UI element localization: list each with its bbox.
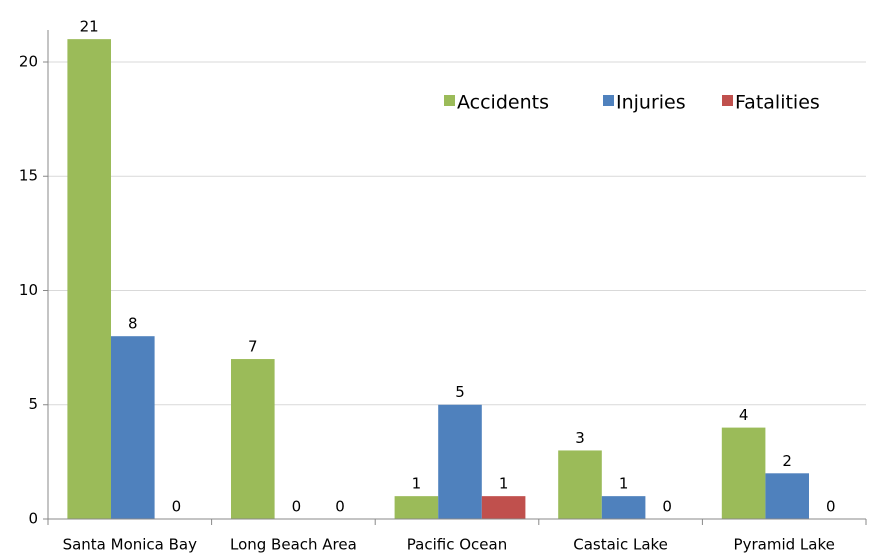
x-tick-label: Castaic Lake <box>573 536 668 554</box>
bar <box>67 39 111 519</box>
value-label: 7 <box>248 338 258 356</box>
bar <box>721 427 766 519</box>
value-label: 2 <box>782 452 792 470</box>
y-tick-label: 15 <box>19 167 38 185</box>
bar <box>481 496 526 519</box>
bar <box>394 496 439 519</box>
bar <box>558 450 602 519</box>
legend-label: Accidents <box>457 92 549 114</box>
x-tick-label: Pacific Ocean <box>407 536 507 554</box>
value-label: 3 <box>575 429 585 447</box>
bar <box>111 336 155 519</box>
value-label: 0 <box>292 498 302 516</box>
legend-label: Fatalities <box>735 92 820 114</box>
value-label: 1 <box>499 475 509 493</box>
bar <box>601 496 646 519</box>
value-label: 4 <box>739 406 749 424</box>
y-tick-label: 0 <box>28 510 38 528</box>
legend-swatch <box>603 95 614 106</box>
value-label: 0 <box>662 498 672 516</box>
x-tick-label: Santa Monica Bay <box>63 536 198 554</box>
value-label: 0 <box>335 498 345 516</box>
bar <box>231 359 275 519</box>
value-label: 21 <box>80 18 99 36</box>
y-tick-label: 10 <box>19 281 38 299</box>
x-tick-label: Long Beach Area <box>230 536 357 554</box>
value-label: 5 <box>455 383 465 401</box>
value-label: 8 <box>128 315 138 333</box>
x-tick-label: Pyramid Lake <box>734 536 835 554</box>
y-tick-label: 20 <box>19 52 38 70</box>
value-label: 0 <box>172 498 182 516</box>
value-label: 1 <box>412 475 422 493</box>
legend-swatch <box>722 95 733 106</box>
value-label: 0 <box>826 498 836 516</box>
bar <box>438 404 482 519</box>
legend-swatch <box>444 95 455 106</box>
bar <box>765 473 809 519</box>
value-label: 1 <box>619 475 629 493</box>
y-tick-label: 5 <box>28 395 38 413</box>
legend-label: Injuries <box>616 92 686 114</box>
